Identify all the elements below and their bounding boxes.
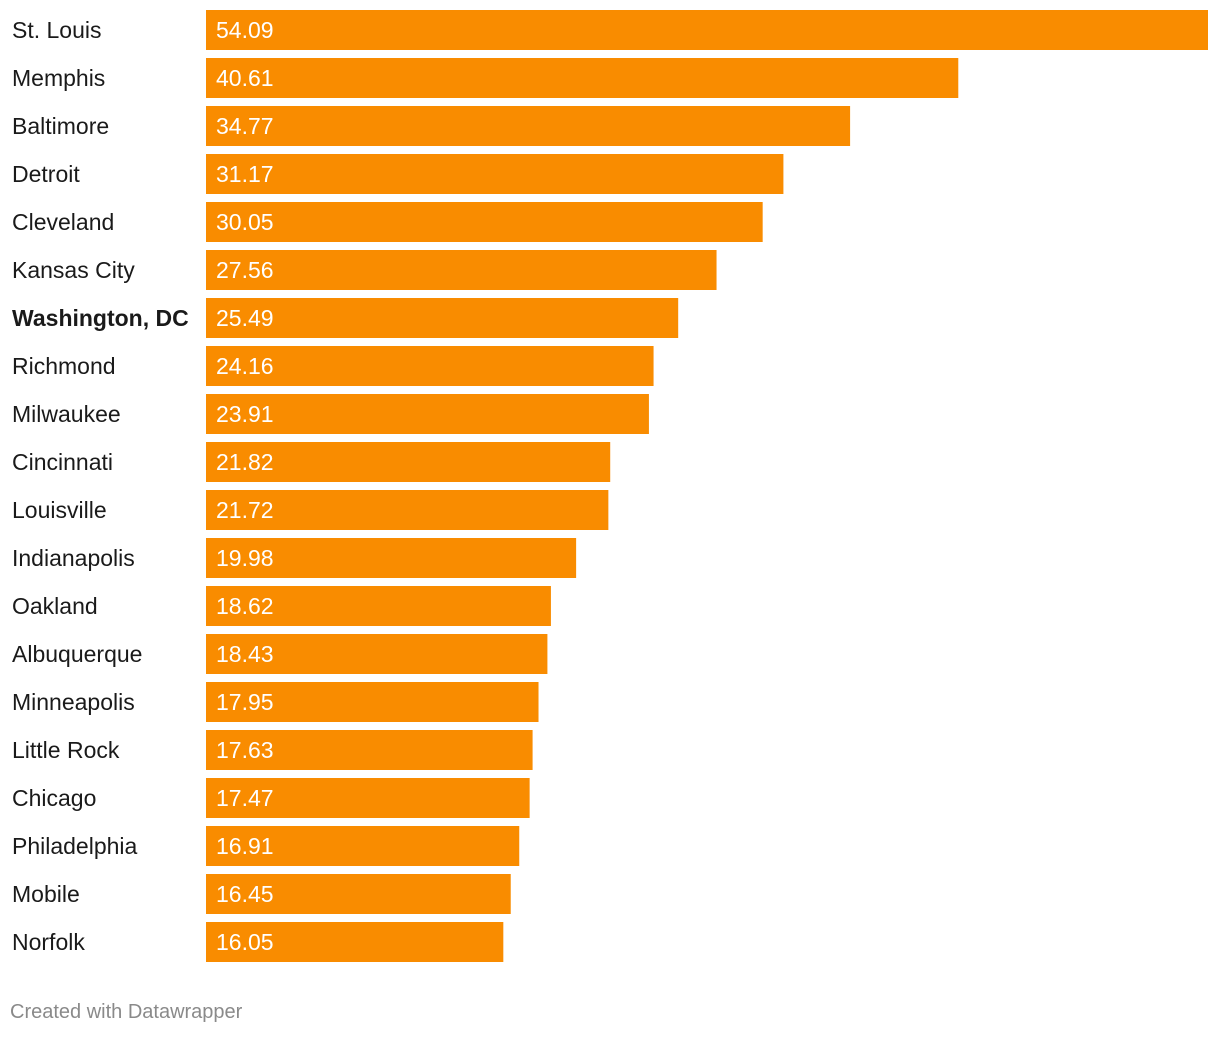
category-label-detroit: Detroit [12,161,80,187]
bar-memphis[interactable] [206,58,959,98]
category-label-albuquerque: Albuquerque [12,641,142,667]
category-label-norfolk: Norfolk [12,929,85,955]
value-label-st-louis: 54.09 [216,17,274,43]
value-label-philadelphia: 16.91 [216,833,274,859]
value-label-richmond: 24.16 [216,353,274,379]
chart-credit[interactable]: Created with Datawrapper [10,1001,243,1023]
value-label-louisville: 21.72 [216,497,274,523]
category-label-richmond: Richmond [12,353,116,379]
bar-washington-dc[interactable] [206,298,679,338]
value-label-milwaukee: 23.91 [216,401,274,427]
bar-detroit[interactable] [206,154,784,194]
bar-chicago[interactable] [206,778,530,818]
value-label-minneapolis: 17.95 [216,689,274,715]
value-label-indianapolis: 19.98 [216,545,274,571]
bar-philadelphia[interactable] [206,826,520,866]
bar-albuquerque[interactable] [206,634,548,674]
value-label-little-rock: 17.63 [216,737,274,763]
category-label-kansas-city: Kansas City [12,257,135,283]
category-label-philadelphia: Philadelphia [12,833,138,859]
category-label-indianapolis: Indianapolis [12,545,135,571]
category-label-memphis: Memphis [12,65,105,91]
category-label-cincinnati: Cincinnati [12,449,113,475]
value-label-chicago: 17.47 [216,785,274,811]
value-label-oakland: 18.62 [216,593,274,619]
value-label-memphis: 40.61 [216,65,274,91]
bar-little-rock[interactable] [206,730,533,770]
bar-milwaukee[interactable] [206,394,649,434]
value-label-cleveland: 30.05 [216,209,274,235]
category-label-cleveland: Cleveland [12,209,114,235]
bar-norfolk[interactable] [206,922,504,962]
bar-chart: St. Louis Memphis Baltimore Detroit Clevelan… [12,10,1208,962]
bar-louisville[interactable] [206,490,609,530]
category-label-milwaukee: Milwaukee [12,401,121,427]
bar-cleveland[interactable] [206,202,763,242]
bar-oakland[interactable] [206,586,551,626]
category-label-minneapolis: Minneapolis [12,689,135,715]
bar-cincinnati[interactable] [206,442,611,482]
category-label-washington-dc: Washington, DC [12,305,189,331]
category-label-oakland: Oakland [12,593,98,619]
category-label-little-rock: Little Rock [12,737,120,763]
value-label-albuquerque: 18.43 [216,641,274,667]
bar-minneapolis[interactable] [206,682,539,722]
bar-kansas-city[interactable] [206,250,717,290]
value-label-cincinnati: 21.82 [216,449,274,475]
bar-mobile[interactable] [206,874,511,914]
bar-baltimore[interactable] [206,106,851,146]
category-labels: St. Louis Memphis Baltimore Detroit Clevelan… [12,17,189,955]
value-label-mobile: 16.45 [216,881,274,907]
bars-group [206,10,1208,962]
category-label-baltimore: Baltimore [12,113,109,139]
bar-richmond[interactable] [206,346,654,386]
bar-st-louis[interactable] [206,10,1208,50]
value-label-kansas-city: 27.56 [216,257,274,283]
value-label-norfolk: 16.05 [216,929,274,955]
value-labels: 54.09 40.61 34.77 31.17 30.05 27.56 25.49 24.16… [216,17,274,955]
bar-indianapolis[interactable] [206,538,577,578]
category-label-mobile: Mobile [12,881,80,907]
category-label-chicago: Chicago [12,785,96,811]
category-label-louisville: Louisville [12,497,107,523]
value-label-detroit: 31.17 [216,161,274,187]
category-label-st-louis: St. Louis [12,17,102,43]
value-label-washington-dc: 25.49 [216,305,274,331]
value-label-baltimore: 34.77 [216,113,274,139]
